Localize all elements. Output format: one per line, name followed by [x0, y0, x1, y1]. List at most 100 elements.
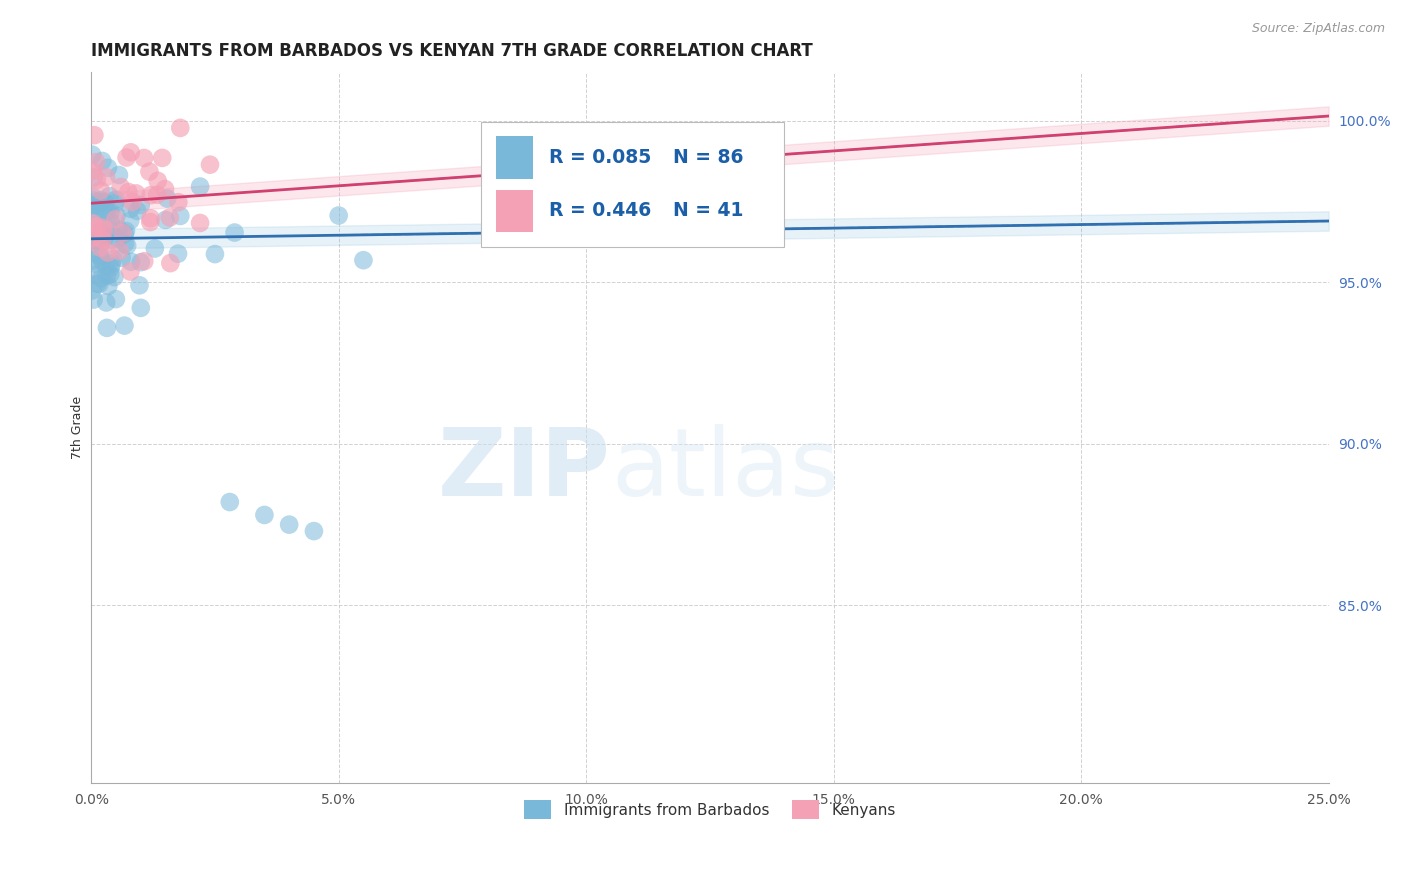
- Point: [188, 216, 211, 230]
- Point: [83, 293, 105, 307]
- Point: [83, 233, 105, 247]
- Point: [108, 223, 131, 237]
- Point: [153, 182, 176, 196]
- Point: [86, 172, 108, 186]
- Point: [146, 187, 169, 202]
- Point: [83, 232, 105, 246]
- Text: N = 86: N = 86: [673, 148, 744, 167]
- Point: [93, 205, 115, 219]
- Point: [90, 271, 112, 285]
- Legend: Immigrants from Barbados, Kenyans: Immigrants from Barbados, Kenyans: [517, 794, 903, 825]
- Point: [218, 495, 240, 509]
- Point: [120, 202, 142, 216]
- Point: [104, 193, 127, 207]
- Point: [86, 277, 108, 291]
- Point: [104, 292, 127, 306]
- Point: [169, 120, 191, 135]
- Point: [156, 192, 179, 206]
- Point: [93, 230, 115, 244]
- Point: [117, 185, 139, 199]
- Point: [96, 268, 118, 283]
- Point: [132, 151, 155, 165]
- Point: [97, 279, 120, 293]
- Point: [143, 242, 166, 256]
- Point: [159, 211, 181, 225]
- Point: [155, 213, 177, 227]
- Point: [82, 147, 104, 161]
- Point: [83, 198, 105, 212]
- Point: [100, 257, 122, 271]
- Point: [91, 221, 114, 235]
- Point: [128, 278, 150, 293]
- Point: [302, 524, 325, 538]
- Point: [120, 213, 142, 227]
- Point: [121, 194, 143, 209]
- Point: [100, 215, 122, 229]
- Point: [115, 239, 138, 253]
- Point: [115, 224, 138, 238]
- Point: [100, 260, 122, 275]
- Point: [90, 236, 112, 251]
- Point: [111, 226, 134, 240]
- Point: [125, 186, 148, 201]
- Point: [82, 236, 104, 251]
- Point: [91, 254, 114, 268]
- Bar: [496, 190, 533, 232]
- Point: [89, 233, 111, 247]
- Point: [94, 195, 117, 210]
- Point: [253, 508, 276, 522]
- Point: [82, 201, 104, 215]
- Point: [108, 168, 131, 182]
- Point: [139, 188, 162, 202]
- Point: [101, 252, 124, 266]
- Point: [104, 196, 127, 211]
- Point: [198, 158, 221, 172]
- Point: [188, 179, 211, 194]
- Point: [111, 251, 134, 265]
- Point: [115, 151, 138, 165]
- Point: [82, 164, 104, 178]
- Text: R = 0.446: R = 0.446: [550, 202, 651, 220]
- Point: [98, 267, 121, 281]
- Point: [98, 223, 121, 237]
- Point: [120, 254, 142, 268]
- Text: IMMIGRANTS FROM BARBADOS VS KENYAN 7TH GRADE CORRELATION CHART: IMMIGRANTS FROM BARBADOS VS KENYAN 7TH G…: [91, 42, 813, 60]
- Point: [167, 195, 190, 210]
- Point: [91, 232, 114, 246]
- Point: [84, 155, 107, 169]
- Bar: [496, 136, 533, 179]
- Point: [129, 198, 152, 212]
- Point: [105, 209, 128, 223]
- Point: [90, 229, 112, 244]
- Point: [129, 255, 152, 269]
- Point: [90, 251, 112, 265]
- Point: [96, 321, 118, 335]
- Point: [93, 224, 115, 238]
- Point: [129, 301, 152, 315]
- Point: [93, 229, 115, 244]
- Point: [82, 253, 104, 268]
- Point: [83, 128, 105, 143]
- Point: [127, 203, 149, 218]
- Point: [89, 277, 111, 291]
- Point: [97, 245, 120, 260]
- Point: [167, 246, 190, 260]
- Point: [159, 256, 181, 270]
- Point: [90, 226, 112, 240]
- Point: [114, 227, 136, 241]
- Point: [96, 204, 118, 219]
- Point: [86, 203, 108, 218]
- Point: [83, 170, 105, 185]
- Point: [114, 318, 136, 333]
- Text: N = 41: N = 41: [673, 202, 744, 220]
- Point: [86, 218, 108, 232]
- Point: [328, 209, 350, 223]
- Point: [150, 151, 173, 165]
- Text: Source: ZipAtlas.com: Source: ZipAtlas.com: [1251, 22, 1385, 36]
- Point: [104, 212, 127, 227]
- Point: [96, 260, 118, 274]
- Point: [146, 174, 169, 188]
- Point: [204, 247, 226, 261]
- Text: R = 0.085: R = 0.085: [550, 148, 651, 167]
- Point: [108, 244, 131, 258]
